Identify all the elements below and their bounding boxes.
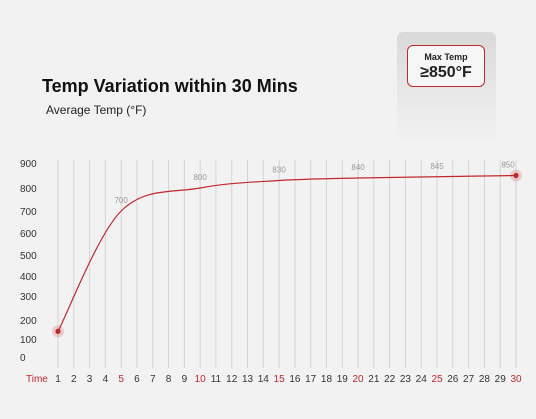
x-tick-1: 1 [55,374,61,385]
data-label-15: 830 [272,166,286,175]
data-label-30: 850 [501,161,515,170]
x-tick-21: 21 [368,374,380,385]
chart-subtitle: Average Temp (°F) [46,103,147,117]
x-tick-7: 7 [150,374,156,385]
x-tick-4: 4 [103,374,109,385]
x-tick-18: 18 [321,374,333,385]
x-axis-label: Time [26,374,48,385]
x-tick-2: 2 [71,374,77,385]
x-tick-24: 24 [416,374,428,385]
start-point-marker [55,328,61,334]
x-tick-23: 23 [400,374,412,385]
x-tick-20: 20 [353,374,365,385]
y-tick-500: 500 [20,251,37,262]
x-tick-3: 3 [87,374,93,385]
y-tick-600: 600 [20,229,37,240]
max-temp-callout: Max Temp ≥850°F [407,45,485,87]
x-tick-30: 30 [510,374,522,385]
x-tick-17: 17 [305,374,317,385]
data-label-10: 800 [193,173,207,182]
y-tick-200: 200 [20,316,37,327]
x-tick-29: 29 [495,374,507,385]
x-tick-19: 19 [337,374,349,385]
x-tick-22: 22 [384,374,396,385]
x-tick-5: 5 [118,374,124,385]
x-tick-13: 13 [242,374,254,385]
x-tick-11: 11 [211,374,222,385]
end-point-marker [513,172,519,179]
x-tick-8: 8 [166,374,172,385]
y-tick-400: 400 [20,272,37,283]
x-tick-14: 14 [258,374,270,385]
chart-title: Temp Variation within 30 Mins [42,76,298,96]
x-tick-9: 9 [182,374,188,385]
x-tick-15: 15 [274,374,286,385]
x-tick-10: 10 [195,374,207,385]
y-tick-900: 900 [20,159,37,170]
data-label-20: 840 [351,163,365,172]
x-tick-26: 26 [447,374,459,385]
y-tick-300: 300 [20,292,37,303]
y-tick-800: 800 [20,184,37,195]
series-line [57,174,517,332]
data-label-5: 700 [114,196,128,205]
max-temp-label: Max Temp [424,52,468,62]
y-tick-0: 0 [20,353,26,364]
x-tick-12: 12 [226,374,238,385]
x-tick-16: 16 [289,374,301,385]
x-tick-27: 27 [463,374,475,385]
x-tick-25: 25 [431,374,443,385]
x-tick-6: 6 [134,374,140,385]
max-temp-value: ≥850°F [420,64,472,81]
y-tick-700: 700 [20,207,37,218]
y-tick-100: 100 [20,335,37,346]
data-label-25: 845 [430,162,444,171]
x-tick-28: 28 [479,374,491,385]
